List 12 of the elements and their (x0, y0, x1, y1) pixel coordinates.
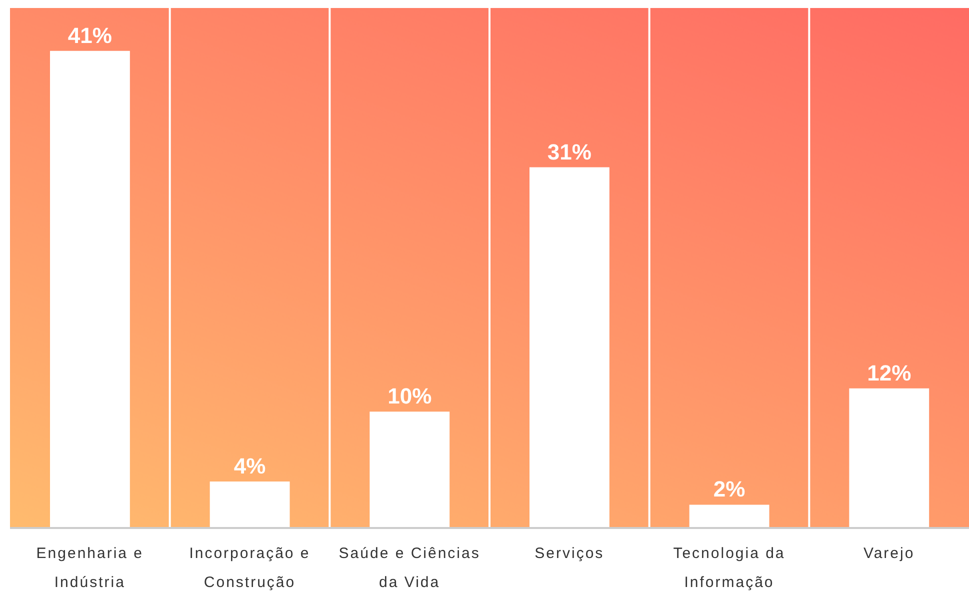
x-tick-label: Engenharia e Indústria (36, 545, 144, 591)
x-tick-label: Incorporação e Construção (189, 545, 310, 591)
data-label: 2% (713, 476, 746, 502)
x-tick-label: Tecnologia da Informação (673, 545, 786, 591)
x-tick-label: Saúde e Ciências da Vida (338, 545, 480, 591)
x-tick-label: Serviços (534, 545, 604, 562)
data-label: 12% (867, 360, 912, 386)
data-label: 10% (388, 384, 432, 409)
data-label: 41% (68, 22, 112, 48)
data-label: 31% (547, 139, 592, 164)
data-label: 4% (234, 453, 266, 478)
x-tick-label: Varejo (863, 545, 915, 562)
